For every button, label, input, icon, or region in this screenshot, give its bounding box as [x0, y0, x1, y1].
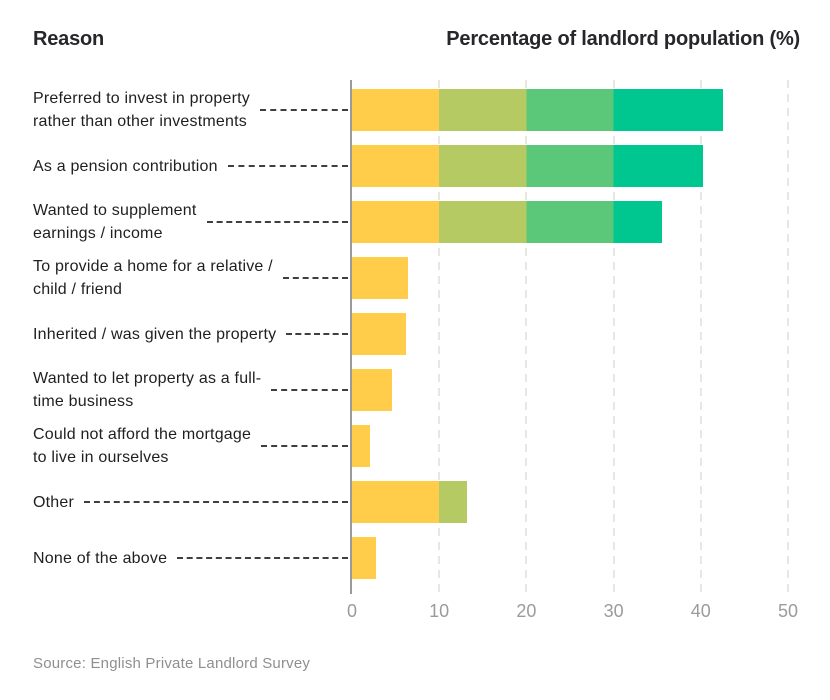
y-axis-title: Reason — [33, 28, 105, 50]
leader-line — [84, 501, 348, 503]
category-row: Wanted to let property as a full- time b… — [33, 362, 350, 418]
leader-line — [206, 221, 348, 223]
x-tick-label-20: 20 — [516, 601, 537, 621]
x-tick-label-0: 0 — [346, 601, 357, 621]
leader-line — [282, 277, 348, 279]
bar-8 — [352, 537, 376, 579]
leader-line — [177, 557, 348, 559]
x-tick-label-50: 50 — [777, 601, 799, 621]
bar-0 — [352, 89, 723, 131]
source-note: Source: English Private Landlord Survey — [33, 655, 311, 672]
leader-line — [227, 165, 348, 167]
bar-1 — [352, 145, 704, 187]
category-label: Wanted to let property as a full- time b… — [33, 370, 262, 410]
x-tick-label-40: 40 — [690, 601, 711, 621]
category-label: Other — [33, 493, 75, 511]
bar-5 — [352, 369, 393, 411]
bar-6 — [352, 425, 371, 467]
leader-line — [271, 389, 348, 391]
bar-2 — [352, 201, 662, 243]
leader-line — [286, 333, 348, 335]
category-label: Could not afford the mortgage to live in… — [33, 426, 252, 466]
category-row: Other — [33, 474, 350, 530]
category-row: To provide a home for a relative / child… — [33, 250, 350, 306]
category-row: As a pension contribution — [33, 138, 350, 194]
bar-3 — [352, 257, 408, 299]
gridline-50 — [787, 80, 789, 594]
y-axis-line — [350, 80, 352, 594]
gridline-30 — [612, 80, 615, 594]
bar-4 — [352, 313, 407, 355]
bar-7 — [352, 481, 468, 523]
x-tick-label-10: 10 — [429, 601, 450, 621]
leader-line — [261, 445, 348, 447]
category-label: Inherited / was given the property — [33, 325, 277, 343]
leader-line — [259, 109, 348, 111]
category-label: To provide a home for a relative / child… — [33, 258, 273, 298]
x-tick-label-30: 30 — [603, 601, 624, 621]
gridline-10 — [438, 80, 441, 594]
category-label: Wanted to supplement earnings / income — [33, 202, 197, 242]
category-label: As a pension contribution — [33, 157, 218, 175]
category-row: Preferred to invest in property rather t… — [33, 82, 350, 138]
category-row: None of the above — [33, 530, 350, 586]
gridline-40 — [699, 80, 702, 594]
category-label: None of the above — [33, 549, 168, 567]
gridline-20 — [525, 80, 528, 594]
category-row: Inherited / was given the property — [33, 306, 350, 362]
x-axis-title: Percentage of landlord population (%) — [446, 28, 800, 50]
category-label: Preferred to invest in property rather t… — [33, 90, 250, 130]
category-row: Could not afford the mortgage to live in… — [33, 418, 350, 474]
category-row: Wanted to supplement earnings / income — [33, 194, 350, 250]
